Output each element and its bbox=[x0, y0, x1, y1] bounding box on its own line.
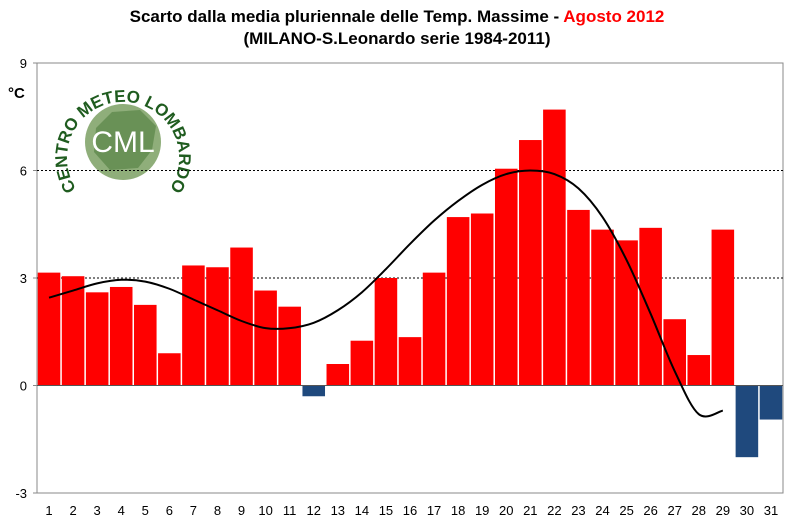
trend-line bbox=[48, 169, 724, 418]
bar-day-26 bbox=[639, 227, 662, 386]
bar-day-12 bbox=[302, 385, 326, 397]
x-tick-label: 12 bbox=[307, 503, 321, 518]
y-tick-label: 9 bbox=[20, 56, 27, 71]
x-tick-label: 13 bbox=[331, 503, 345, 518]
y-tick-label: -3 bbox=[15, 486, 27, 501]
bars bbox=[37, 109, 783, 458]
logo-monogram: CML bbox=[91, 126, 154, 159]
x-tick-label: 27 bbox=[667, 503, 681, 518]
x-tick-label: 7 bbox=[190, 503, 197, 518]
trend-curve bbox=[48, 169, 724, 418]
x-tick-label: 1 bbox=[45, 503, 52, 518]
bar-day-16 bbox=[398, 337, 422, 386]
bar-day-19 bbox=[470, 213, 494, 386]
x-tick-label: 17 bbox=[427, 503, 441, 518]
x-tick-label: 19 bbox=[475, 503, 489, 518]
x-tick-label: 10 bbox=[258, 503, 272, 518]
grid-lines bbox=[37, 170, 783, 279]
bar-day-9 bbox=[230, 247, 253, 386]
x-tick-label: 3 bbox=[94, 503, 101, 518]
y-tick-label: 6 bbox=[20, 164, 27, 179]
x-tick-label: 9 bbox=[238, 503, 245, 518]
bar-day-11 bbox=[278, 306, 301, 386]
y-tick-labels: -3 0 3 6 9 bbox=[15, 56, 37, 501]
bar-day-18 bbox=[446, 217, 470, 386]
bar-day-8 bbox=[206, 267, 229, 386]
bar-day-7 bbox=[182, 265, 205, 386]
bar-day-17 bbox=[422, 272, 446, 386]
bar-day-10 bbox=[254, 290, 277, 386]
bar-day-1 bbox=[37, 272, 61, 386]
x-tick-label: 29 bbox=[716, 503, 730, 518]
y-axis-unit: °C bbox=[8, 85, 25, 102]
cml-logo: CML CENTRO METEO LOMBARDO bbox=[52, 87, 194, 197]
x-tick-labels: 1 2 3 4 5 6 7 8 9 10 11 12 13 14 15 16 17 18 19 20 21 22 23 24 2… bbox=[45, 503, 778, 518]
x-tick-label: 26 bbox=[643, 503, 657, 518]
bar-day-28 bbox=[687, 355, 711, 386]
x-tick-label: 20 bbox=[499, 503, 513, 518]
x-tick-label: 6 bbox=[166, 503, 173, 518]
bar-day-31 bbox=[759, 385, 783, 420]
y-tick-label: 3 bbox=[20, 271, 27, 286]
x-tick-label: 21 bbox=[523, 503, 537, 518]
bar-day-25 bbox=[615, 240, 638, 386]
y-tick-label: 0 bbox=[20, 379, 27, 394]
x-tick-label: 5 bbox=[142, 503, 149, 518]
bar-day-3 bbox=[85, 292, 109, 386]
bar-day-20 bbox=[494, 168, 518, 386]
bar-day-22 bbox=[543, 109, 566, 386]
bar-day-4 bbox=[109, 286, 133, 386]
bar-day-13 bbox=[326, 364, 350, 386]
bar-day-15 bbox=[374, 278, 398, 386]
x-tick-label: 2 bbox=[69, 503, 76, 518]
bar-day-6 bbox=[158, 353, 181, 386]
bar-day-21 bbox=[519, 140, 542, 386]
x-tick-label: 23 bbox=[571, 503, 585, 518]
bar-day-23 bbox=[567, 209, 590, 386]
bar-day-24 bbox=[591, 229, 614, 386]
logo-map-shape bbox=[94, 110, 156, 170]
x-tick-label: 16 bbox=[403, 503, 417, 518]
bar-day-2 bbox=[61, 276, 85, 386]
x-tick-label: 28 bbox=[692, 503, 706, 518]
x-tick-label: 31 bbox=[764, 503, 778, 518]
bar-day-5 bbox=[134, 304, 157, 386]
x-tick-label: 22 bbox=[547, 503, 561, 518]
x-tick-label: 24 bbox=[595, 503, 609, 518]
bar-day-30 bbox=[735, 385, 759, 458]
x-tick-label: 11 bbox=[283, 503, 297, 518]
chart-subtitle: (MILANO-S.Leonardo serie 1984-2011) bbox=[243, 29, 550, 48]
bar-day-27 bbox=[663, 319, 686, 386]
x-tick-label: 30 bbox=[740, 503, 754, 518]
x-tick-label: 8 bbox=[214, 503, 221, 518]
x-tick-label: 15 bbox=[379, 503, 393, 518]
chart-title: Scarto dalla media pluriennale delle Tem… bbox=[130, 7, 665, 26]
x-tick-label: 18 bbox=[451, 503, 465, 518]
x-tick-label: 14 bbox=[355, 503, 369, 518]
x-tick-label: 4 bbox=[118, 503, 125, 518]
x-tick-label: 25 bbox=[619, 503, 633, 518]
bar-day-29 bbox=[711, 229, 735, 386]
bar-day-14 bbox=[350, 340, 374, 386]
